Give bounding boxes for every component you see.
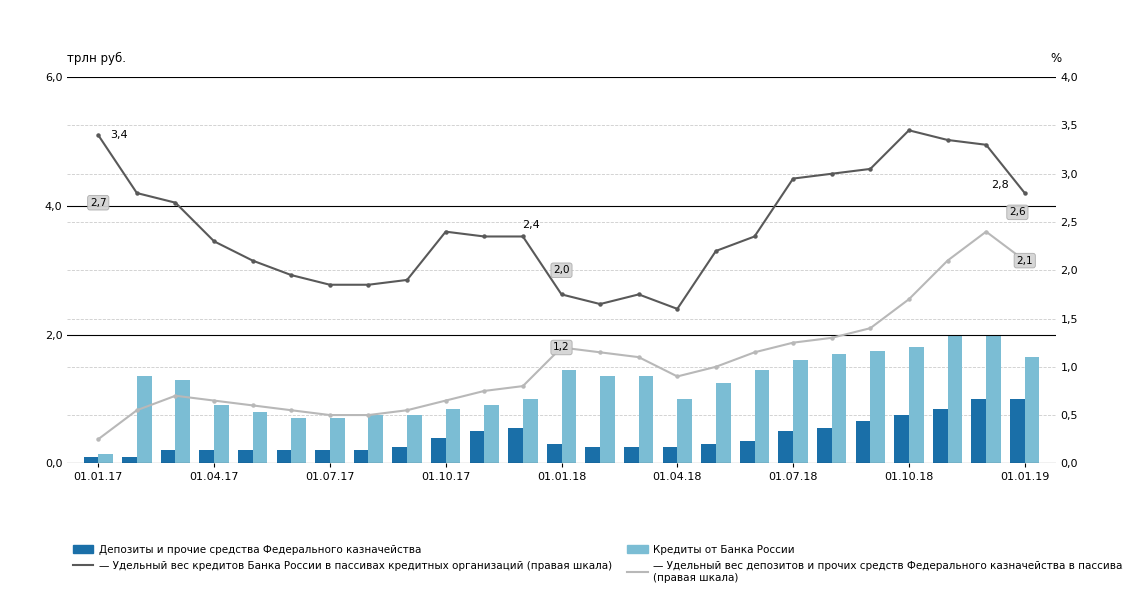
Bar [523,399,538,463]
Bar [562,370,576,463]
Bar [778,431,793,463]
Bar [740,441,755,463]
Bar [948,334,962,463]
Bar [161,450,175,463]
Text: 1,2: 1,2 [554,343,569,352]
Bar [856,422,870,463]
Bar [701,444,716,463]
Bar [971,399,986,463]
Bar [832,354,847,463]
Bar [677,399,692,463]
Text: 2,1: 2,1 [1016,255,1033,266]
Bar [600,377,614,463]
Bar [663,447,677,463]
Bar [870,350,885,463]
Bar [291,418,305,463]
Bar [624,447,639,463]
Bar [469,431,484,463]
Text: 2,0: 2,0 [554,266,569,275]
Bar [83,457,99,463]
Bar [547,444,562,463]
Bar [99,454,113,463]
Bar [200,450,214,463]
Bar [276,450,291,463]
Bar [368,415,383,463]
Text: 2,7: 2,7 [90,198,107,208]
Bar [509,428,523,463]
Text: трлн руб.: трлн руб. [67,52,127,65]
Bar [214,405,229,463]
Bar [818,428,832,463]
Bar [639,377,654,463]
Text: 2,4: 2,4 [522,220,539,230]
Bar [1010,399,1024,463]
Bar [933,409,948,463]
Bar [407,415,422,463]
Legend: Депозиты и прочие средства Федерального казначейства, — Удельный вес кредитов Ба: Депозиты и прочие средства Федерального … [73,545,1123,583]
Bar [253,412,267,463]
Bar [431,438,446,463]
Bar [585,447,600,463]
Bar [755,370,769,463]
Bar [909,347,923,463]
Bar [1024,357,1040,463]
Bar [122,457,137,463]
Bar [316,450,330,463]
Bar [986,334,1001,463]
Text: %: % [1050,52,1061,65]
Text: 2,6: 2,6 [1010,207,1025,217]
Bar [392,447,407,463]
Bar [330,418,345,463]
Bar [793,361,807,463]
Bar [175,380,190,463]
Bar [238,450,253,463]
Bar [137,377,152,463]
Text: 2,8: 2,8 [992,181,1010,190]
Bar [484,405,499,463]
Text: 3,4: 3,4 [110,130,128,140]
Bar [446,409,460,463]
Bar [354,450,368,463]
Bar [716,383,731,463]
Bar [894,415,909,463]
